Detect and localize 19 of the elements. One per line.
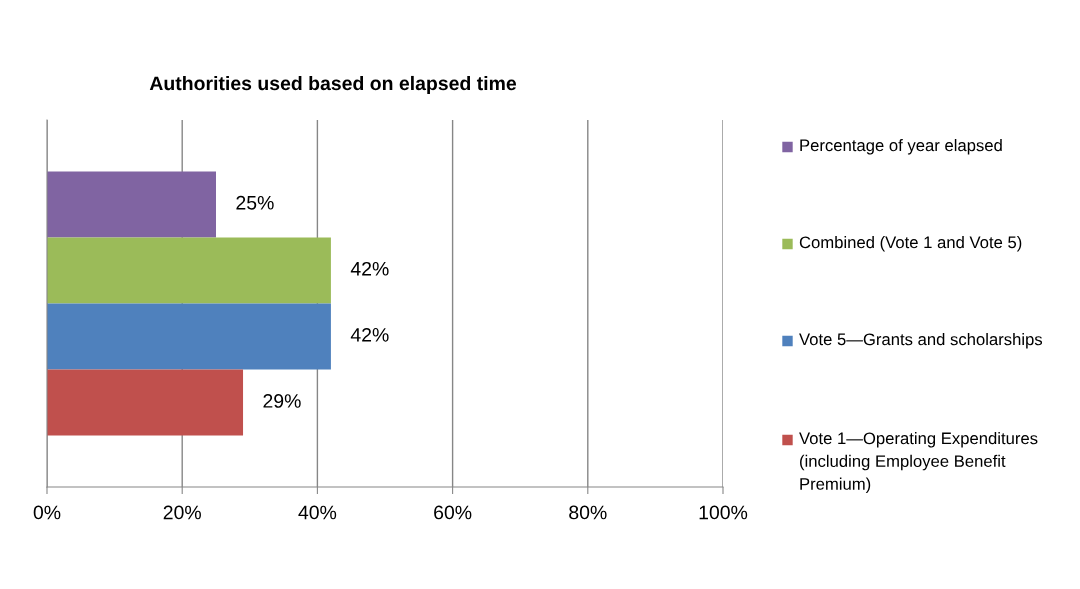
legend-label: Percentage of year elapsed (800, 139, 1002, 155)
legend-label: Combined (Vote 1 and Vote 5) (799, 236, 1022, 252)
bar (47, 303, 331, 370)
data-label: 42% (350, 327, 389, 342)
x-tick-label: 0% (33, 505, 61, 520)
bar (47, 237, 331, 304)
bar (47, 171, 216, 238)
x-tick-label: 60% (434, 505, 472, 520)
x-tick-label: 40% (298, 505, 337, 520)
data-label: 25% (236, 195, 274, 210)
chart-title: Authorities used based on elapsed time (149, 75, 517, 95)
data-label: 29% (263, 394, 301, 408)
x-tick-label: 20% (163, 505, 201, 520)
legend-label: Vote 5—Grants and scholarships (799, 333, 1043, 349)
legend-label: Vote 1—Operating Expenditures (including Employee Benefit Premium) (799, 432, 1038, 494)
bar (47, 369, 244, 436)
x-tick-label: 100% (699, 505, 748, 520)
x-tick-label: 80% (569, 505, 607, 520)
data-label: 42% (350, 261, 389, 276)
